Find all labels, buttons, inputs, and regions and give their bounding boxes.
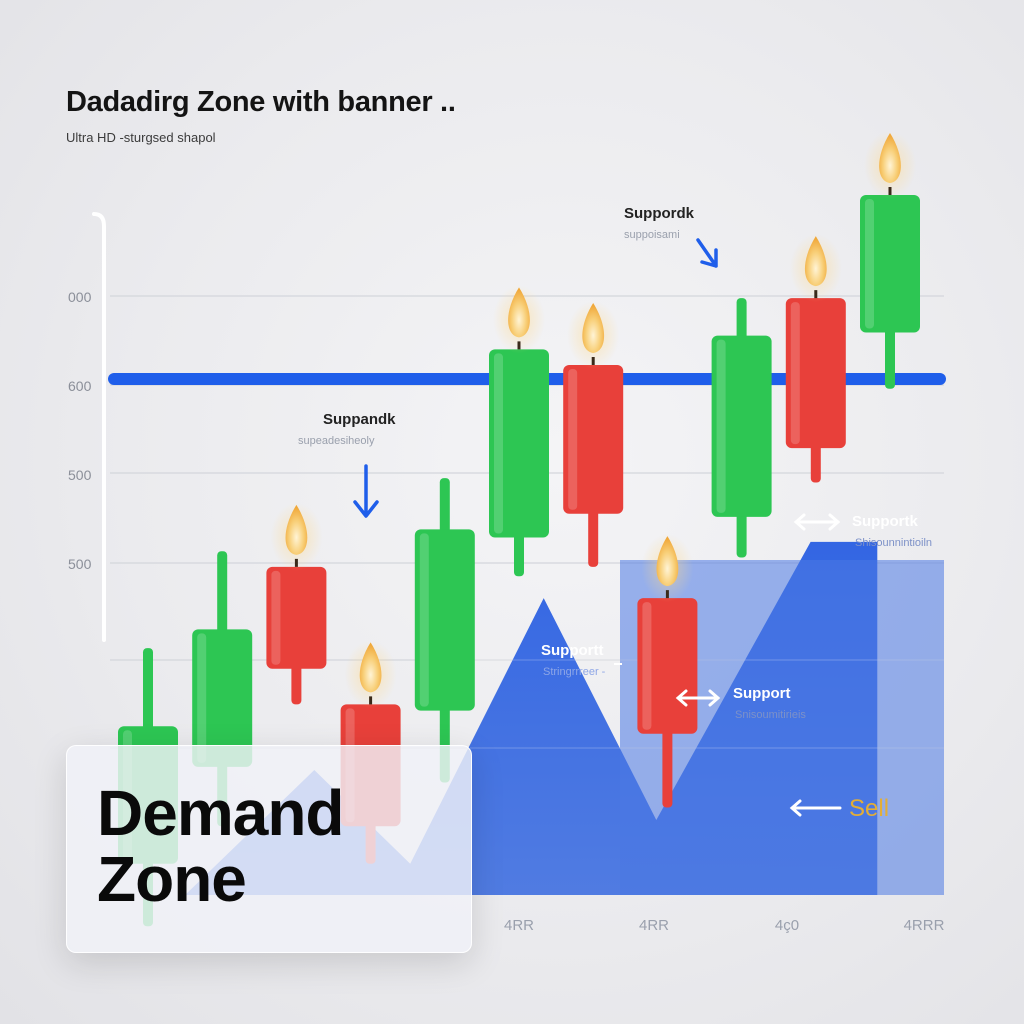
- annotation-sublabel: supeadesiheoly: [298, 435, 375, 447]
- annotation-2: Suppandk supeadesiheoly: [298, 411, 396, 447]
- arrow-left-icon: [789, 799, 842, 817]
- axis-ticks: 000 600 500 500 4RR 4RR 4ç0 4RRR: [68, 289, 945, 934]
- x-tick-label: 4RRR: [904, 917, 945, 934]
- candle-highlight: [790, 302, 800, 445]
- demand-zone-banner: Demand Zone: [66, 745, 472, 953]
- annotation-sublabel: suppoisami: [624, 229, 680, 241]
- candle-highlight: [419, 533, 429, 707]
- candle-body: [785, 298, 846, 449]
- annotation-sublabel: Shisounnintioiln: [855, 537, 932, 549]
- annotation-label: Sell: [849, 795, 889, 822]
- annotation-label: Supportk: [852, 513, 918, 530]
- annotation-6: Sell: [849, 795, 889, 822]
- candle-body: [563, 365, 624, 514]
- annotation-label: Suppandk: [323, 411, 396, 428]
- chart-subtitle: Ultra HD -sturgsed shapol: [66, 130, 216, 145]
- candle-flame: [359, 642, 382, 693]
- double-arrow-icon: [793, 513, 841, 531]
- candle-flame: [879, 133, 901, 183]
- candle-body: [860, 195, 920, 333]
- arrow-down-icon: [696, 238, 718, 268]
- x-tick-label: 4RR: [504, 917, 534, 934]
- candle-5: [414, 478, 475, 783]
- y-tick-label: 500: [68, 556, 92, 572]
- annotation-4: Supportt Stringrrreer -: [541, 642, 606, 678]
- candle-flame: [804, 236, 827, 287]
- annotations: Suppordk suppoisami Suppandk supeadesiheoly…: [298, 205, 932, 822]
- y-tick-label: 500: [68, 467, 92, 483]
- annotation-3: Supportk Shisounnintioiln: [852, 513, 932, 549]
- candle-body: [489, 349, 549, 538]
- candle-highlight: [197, 633, 207, 763]
- candle-body: [637, 598, 698, 734]
- candle-body: [266, 566, 327, 669]
- candle-flame: [582, 303, 605, 353]
- arrow-down-icon: [353, 464, 379, 518]
- annotation-1: Suppordk suppoisami: [624, 205, 695, 241]
- candle-flame: [508, 287, 530, 338]
- annotation-5: Support Snisoumitirieis: [733, 685, 806, 721]
- candle-6: [489, 285, 549, 577]
- x-tick-label: 4ç0: [775, 917, 799, 934]
- candle-8: [637, 534, 698, 808]
- annotation-label: Suppordk: [624, 205, 695, 222]
- double-arrow-icon: [675, 689, 721, 707]
- candle-body: [414, 529, 475, 711]
- annotation-sublabel: Stringrrreer -: [543, 666, 606, 678]
- banner-line-1: Demand: [97, 777, 345, 849]
- candle-highlight: [271, 570, 281, 665]
- candle-7: [563, 301, 624, 567]
- candle-9: [711, 298, 772, 558]
- y-tick-label: 600: [68, 378, 92, 394]
- candle-highlight: [865, 199, 874, 329]
- candle-highlight: [716, 339, 726, 513]
- y-axis-line: [92, 212, 106, 642]
- candle-body: [192, 629, 253, 767]
- candle-body: [711, 335, 772, 517]
- candle-highlight: [568, 369, 578, 510]
- chart-title: Dadadirg Zone with banner ..: [66, 86, 456, 118]
- candle-3: [266, 502, 327, 705]
- candle-11: [860, 131, 920, 389]
- candle-flame: [285, 504, 308, 555]
- candle-highlight: [494, 353, 503, 534]
- candle-highlight: [642, 602, 652, 730]
- y-tick-label: 000: [68, 289, 92, 305]
- x-tick-label: 4RR: [639, 917, 669, 934]
- candle-flame: [656, 536, 679, 587]
- annotation-label: Support: [733, 685, 791, 702]
- banner-line-2: Zone: [97, 843, 247, 915]
- annotation-sublabel: Snisoumitirieis: [735, 709, 806, 721]
- annotation-label: Supportt: [541, 642, 603, 659]
- candle-10: [785, 234, 846, 483]
